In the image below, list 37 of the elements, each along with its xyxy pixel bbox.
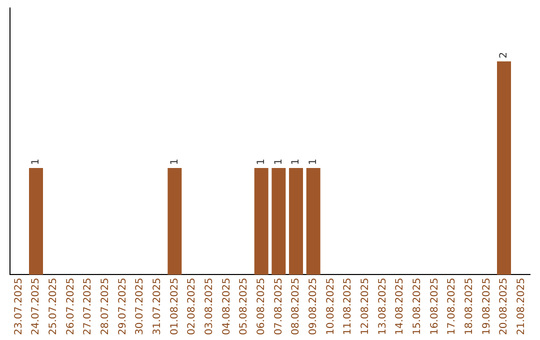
- x-tick-label: 07.08.2025: [273, 278, 284, 336]
- x-tick-label: 01.08.2025: [169, 278, 180, 336]
- x-tick-label: 04.08.2025: [221, 278, 232, 336]
- x-tick-label: 27.07.2025: [82, 278, 94, 336]
- x-tick-label: 06.08.2025: [256, 278, 267, 336]
- data-label: 1: [169, 158, 180, 166]
- data-label: 1: [256, 158, 267, 166]
- x-tick-label: 05.08.2025: [238, 278, 250, 336]
- x-tick-label: 08.08.2025: [290, 278, 302, 336]
- x-tick-label: 20.08.2025: [498, 278, 510, 336]
- x-tick-label: 21.08.2025: [516, 278, 527, 336]
- x-tick-label: 28.07.2025: [100, 278, 111, 336]
- data-label: 1: [290, 158, 302, 166]
- data-label: 2: [498, 52, 510, 58]
- x-tick-label: 09.08.2025: [308, 278, 319, 336]
- x-tick-label: 13.08.2025: [377, 278, 388, 336]
- x-tick-label: 11.08.2025: [342, 278, 354, 336]
- x-tick-label: 10.08.2025: [325, 278, 336, 336]
- x-tick-label: 02.08.2025: [186, 278, 198, 336]
- x-tick-label: 03.08.2025: [204, 278, 215, 336]
- x-tick-label: 14.08.2025: [394, 278, 406, 336]
- x-tick-label: 12.08.2025: [360, 278, 371, 336]
- x-tick-label: 24.07.2025: [30, 278, 42, 336]
- data-label: 1: [308, 158, 319, 166]
- x-tick-label: 29.07.2025: [117, 278, 128, 336]
- data-label: 1: [273, 158, 284, 166]
- x-tick-label: 30.07.2025: [134, 278, 146, 336]
- x-tick-label: 25.07.2025: [48, 278, 59, 336]
- x-tick-label: 31.07.2025: [152, 278, 163, 336]
- x-tick-label: 23.07.2025: [13, 278, 24, 336]
- x-tick-label: 16.08.2025: [429, 278, 440, 336]
- x-tick-label: 18.08.2025: [464, 278, 475, 336]
- data-label: 1: [30, 158, 42, 166]
- x-tick-label: 15.08.2025: [412, 278, 423, 336]
- x-tick-label: 17.08.2025: [446, 278, 458, 336]
- x-tick-label: 19.08.2025: [481, 278, 492, 336]
- x-tick-label: 26.07.2025: [65, 278, 76, 336]
